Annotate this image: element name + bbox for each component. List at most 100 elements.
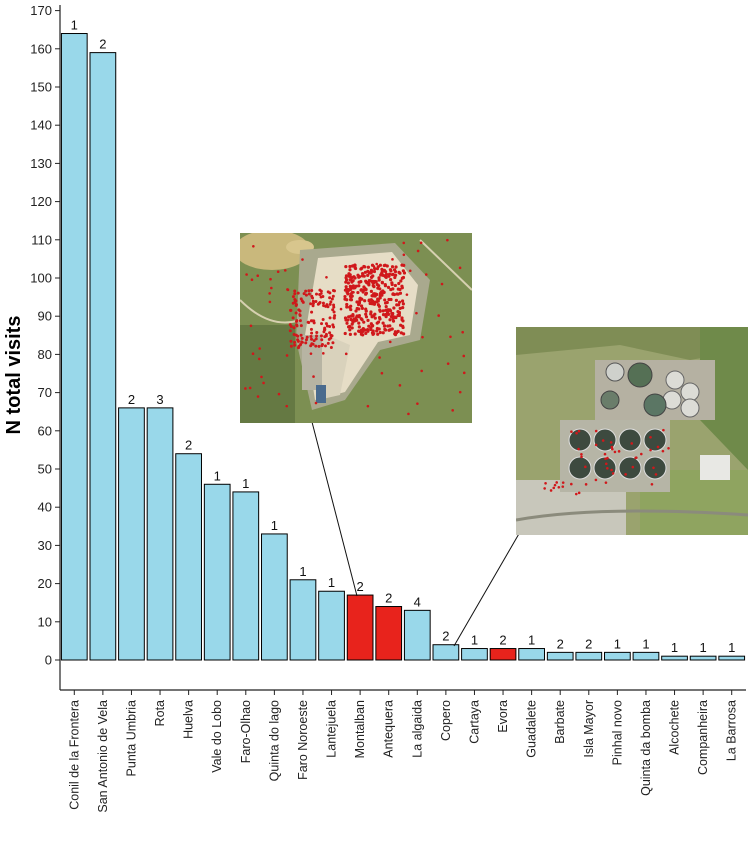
gps-point <box>400 318 404 321</box>
gps-point <box>314 337 318 341</box>
gps-point <box>311 299 315 303</box>
gps-point <box>570 430 573 433</box>
gps-point <box>378 356 381 359</box>
gps-point <box>415 311 418 315</box>
gps-point <box>343 294 347 299</box>
gps-point <box>369 275 374 279</box>
gps-point <box>289 344 293 348</box>
gps-point <box>372 292 376 296</box>
gps-point <box>357 313 362 318</box>
wastewater-plant-aerial-photo <box>516 327 748 535</box>
gps-point <box>376 320 381 324</box>
gps-point <box>389 269 393 273</box>
gps-point <box>270 286 273 290</box>
gps-point <box>387 274 391 278</box>
gps-point <box>292 326 296 330</box>
gps-point <box>347 274 351 278</box>
gps-point <box>256 274 260 278</box>
gps-point <box>458 266 462 270</box>
gps-point <box>377 304 381 308</box>
y-axis-ticks: 0 10 20 30 40 50 60 70 80 90 100 110 120 130 140 150 160… <box>30 3 60 668</box>
x-tick-label: Huelva <box>182 700 196 739</box>
y-tick-label: 160 <box>30 41 52 56</box>
bar-faro-noroeste <box>289 579 317 661</box>
x-tick-label: Antequera <box>382 700 396 758</box>
gps-point <box>292 333 296 337</box>
gps-point <box>344 352 348 356</box>
gps-point <box>339 307 343 311</box>
gps-point <box>640 452 643 456</box>
bar-count-label: 2 <box>557 636 564 651</box>
gps-point <box>416 249 420 253</box>
bar-barbate <box>546 651 574 661</box>
bar-count-label: 2 <box>499 633 506 648</box>
gps-point <box>376 297 380 301</box>
gps-point <box>398 384 402 387</box>
x-tick-label: San Antonio de Vela <box>96 700 110 813</box>
gps-point <box>451 409 454 412</box>
gps-point <box>332 289 336 293</box>
y-tick-label: 130 <box>30 156 52 171</box>
y-tick-label: 90 <box>38 309 52 324</box>
gps-point <box>309 302 313 306</box>
gps-point <box>378 287 382 291</box>
gps-point <box>391 272 395 276</box>
gps-point <box>365 281 369 285</box>
gps-point <box>363 299 367 303</box>
gps-point <box>332 316 336 320</box>
gps-point <box>377 276 381 280</box>
bar-count-label: 1 <box>299 564 306 579</box>
gps-point <box>366 265 371 269</box>
gps-point <box>321 295 325 299</box>
gps-point <box>328 296 332 300</box>
gps-point <box>257 357 261 361</box>
gps-point <box>358 297 362 301</box>
gps-point <box>289 308 293 312</box>
gps-point <box>350 326 354 330</box>
gps-point <box>561 485 565 488</box>
gps-point <box>351 284 356 288</box>
gps-point <box>346 325 351 329</box>
landfill-aerial-photo <box>240 233 472 423</box>
gps-point <box>369 289 373 294</box>
x-tick-label: Barbate <box>553 700 567 744</box>
gps-point <box>349 292 353 296</box>
gps-point <box>366 327 370 332</box>
gps-point <box>293 343 297 347</box>
gps-point <box>348 264 352 269</box>
gps-point <box>345 318 350 322</box>
gps-point <box>604 462 608 466</box>
gps-point <box>354 309 358 313</box>
inset-connector-landfill <box>311 421 358 597</box>
gps-point <box>386 285 391 289</box>
bar-count-label: 2 <box>99 37 106 52</box>
gps-point <box>328 302 332 306</box>
gps-point <box>306 320 310 324</box>
gps-point <box>357 284 361 288</box>
gps-point <box>320 292 323 295</box>
gps-point <box>354 316 358 320</box>
y-tick-label: 80 <box>38 347 52 362</box>
gps-point <box>317 301 321 305</box>
gps-point <box>323 344 327 348</box>
gps-point <box>297 344 301 348</box>
gps-point <box>311 304 315 308</box>
gps-point <box>268 300 272 304</box>
gps-point <box>402 241 406 245</box>
gps-point <box>553 483 557 487</box>
gps-point <box>391 311 395 316</box>
x-tick-label: Guadalete <box>525 700 539 758</box>
gps-point <box>662 428 665 432</box>
gps-point <box>309 352 313 355</box>
gps-point <box>386 324 390 328</box>
gps-point <box>394 265 398 269</box>
y-tick-label: 140 <box>30 118 52 133</box>
gps-point <box>601 439 605 442</box>
gps-point <box>364 291 368 295</box>
gps-point <box>251 352 255 356</box>
gps-point <box>405 293 409 296</box>
gps-point <box>389 314 393 319</box>
gps-point <box>345 290 349 294</box>
gps-point <box>364 312 368 316</box>
gps-point <box>294 311 298 315</box>
